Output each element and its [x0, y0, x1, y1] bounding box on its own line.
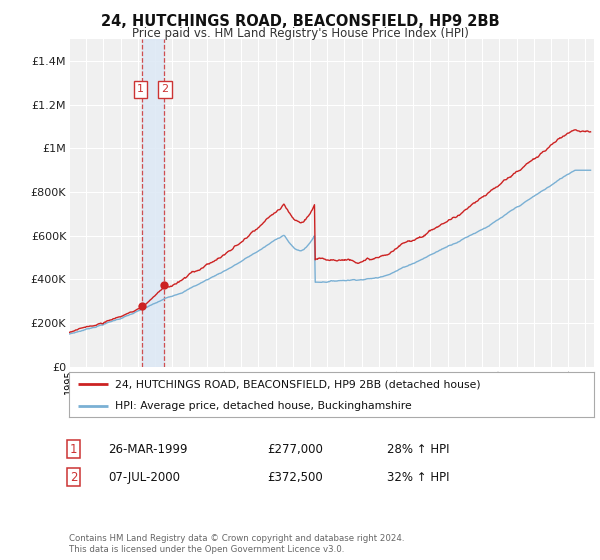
- Text: 32% ↑ HPI: 32% ↑ HPI: [387, 470, 449, 484]
- Text: 07-JUL-2000: 07-JUL-2000: [108, 470, 180, 484]
- Text: 26-MAR-1999: 26-MAR-1999: [108, 442, 187, 456]
- Text: HPI: Average price, detached house, Buckinghamshire: HPI: Average price, detached house, Buck…: [115, 401, 412, 411]
- Text: 28% ↑ HPI: 28% ↑ HPI: [387, 442, 449, 456]
- Text: 24, HUTCHINGS ROAD, BEACONSFIELD, HP9 2BB: 24, HUTCHINGS ROAD, BEACONSFIELD, HP9 2B…: [101, 14, 499, 29]
- Bar: [142, 39, 164, 367]
- Text: 1: 1: [70, 442, 77, 456]
- Text: 2: 2: [70, 470, 77, 484]
- Text: £277,000: £277,000: [267, 442, 323, 456]
- Text: 24, HUTCHINGS ROAD, BEACONSFIELD, HP9 2BB (detached house): 24, HUTCHINGS ROAD, BEACONSFIELD, HP9 2B…: [115, 380, 481, 390]
- Text: Contains HM Land Registry data © Crown copyright and database right 2024.
This d: Contains HM Land Registry data © Crown c…: [69, 534, 404, 554]
- Text: £372,500: £372,500: [267, 470, 323, 484]
- Text: Price paid vs. HM Land Registry's House Price Index (HPI): Price paid vs. HM Land Registry's House …: [131, 27, 469, 40]
- Text: 1: 1: [137, 85, 144, 95]
- Text: 2: 2: [161, 85, 169, 95]
